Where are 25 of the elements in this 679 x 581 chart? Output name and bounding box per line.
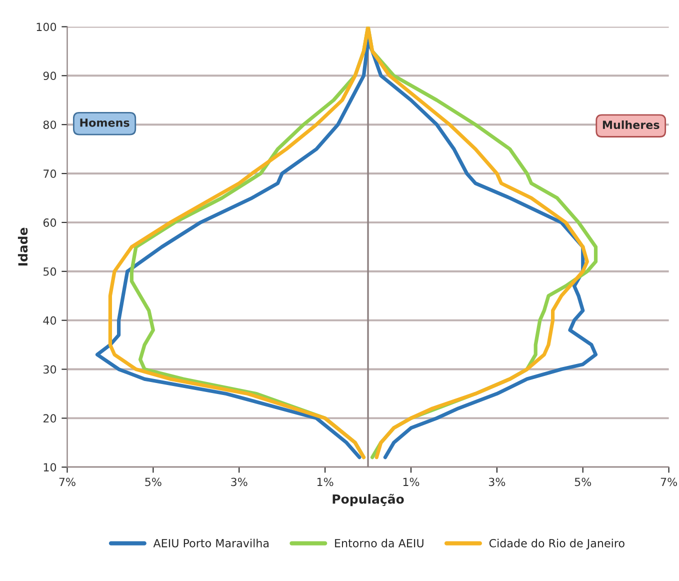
legend-label: Cidade do Rio de Janeiro — [489, 538, 624, 550]
x-axis-title: População — [332, 494, 404, 506]
x-tick-label: 7% — [59, 478, 76, 486]
annotation: Homens — [80, 118, 130, 127]
y-tick-label: 20 — [43, 414, 56, 423]
y-tick-label: 30 — [44, 365, 56, 374]
y-axis-title: Idade — [18, 228, 28, 266]
x-tick-label: 1% — [317, 478, 334, 486]
legend-label: Entorno da AEIU — [335, 538, 424, 548]
x-tick-label: 5% — [574, 478, 592, 486]
y-tick-label: 40 — [43, 316, 56, 325]
y-tick-label: 10 — [44, 463, 56, 472]
x-tick-label: 7% — [660, 478, 678, 486]
y-tick-label: 50 — [44, 267, 56, 276]
y-tick-label: 80 — [43, 120, 56, 129]
legend-label: AEIU Porto Maravilha — [153, 538, 269, 548]
x-tick-label: 3% — [231, 478, 248, 486]
annotation: Mulheres — [602, 120, 660, 130]
x-tick-label: 5% — [145, 478, 162, 486]
x-tick-label: 1% — [403, 478, 420, 486]
y-tick-label: 60 — [43, 218, 56, 227]
x-tick-label: 3% — [488, 478, 506, 486]
y-tick-label: 100 — [36, 22, 56, 32]
y-tick-label: 90 — [43, 72, 56, 80]
y-tick-label: 70 — [44, 170, 56, 178]
